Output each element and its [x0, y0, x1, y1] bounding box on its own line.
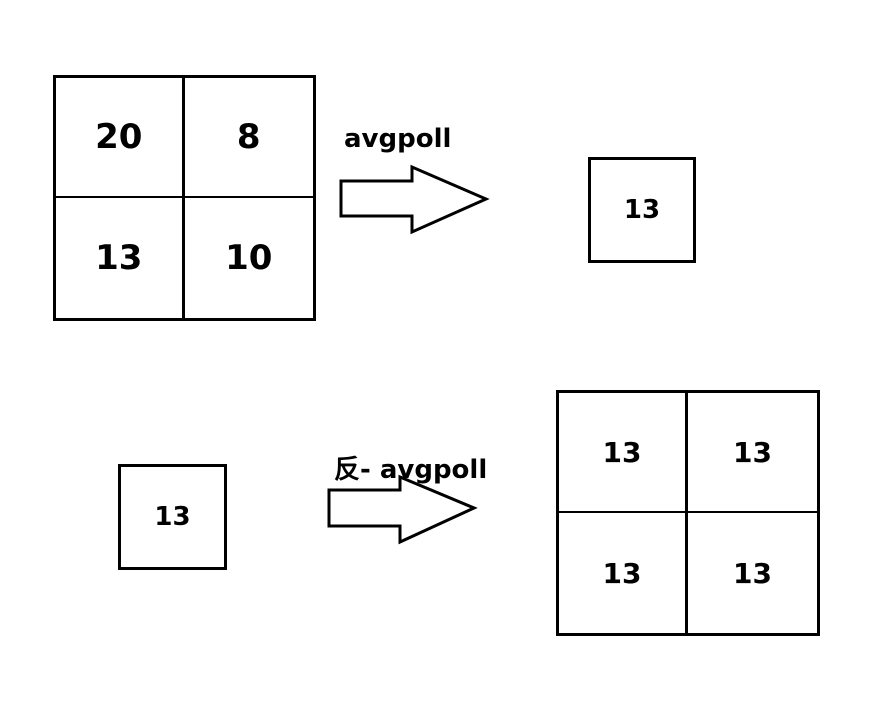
backward-arrow-icon	[327, 474, 478, 545]
backward-output-cell: 13	[688, 393, 817, 513]
backward-input-box: 13	[118, 464, 227, 570]
forward-input-grid: 20 8 13 10	[53, 75, 316, 321]
forward-arrow-icon	[339, 164, 490, 235]
backward-output-grid: 13 13 13 13	[556, 390, 820, 636]
backward-output-cell: 13	[733, 556, 772, 590]
forward-input-cell: 20	[56, 78, 185, 198]
forward-input-cell: 13	[56, 198, 185, 318]
backward-output-cell: 13	[559, 513, 688, 633]
forward-arrow-label: avgpoll	[344, 124, 452, 154]
backward-output-cell: 13	[559, 393, 688, 513]
forward-output-box: 13	[588, 157, 696, 263]
forward-input-cell: 8	[184, 78, 313, 198]
forward-input-cell: 10	[225, 238, 273, 278]
